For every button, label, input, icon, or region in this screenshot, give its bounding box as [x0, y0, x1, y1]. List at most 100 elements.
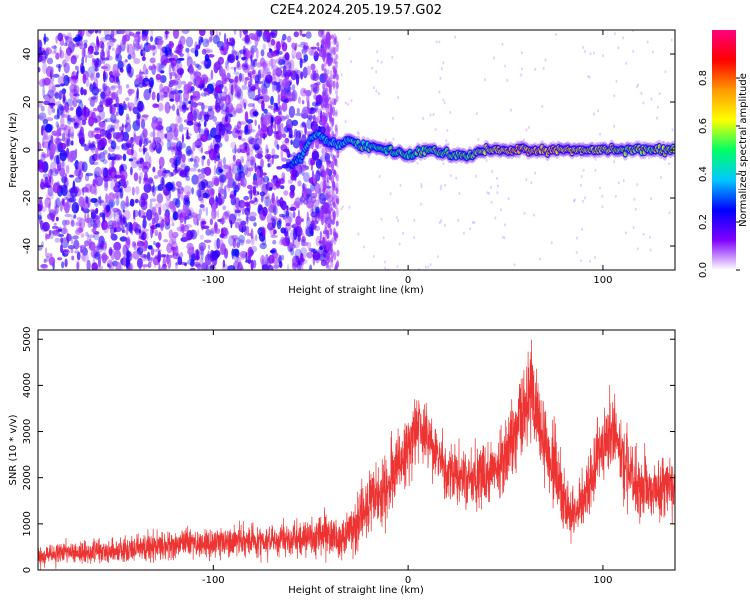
- noise-dot: [126, 180, 129, 186]
- noise-dot: [333, 201, 337, 208]
- noise-dot: [55, 197, 61, 208]
- noise-dot: [93, 107, 98, 112]
- noise-dot: [525, 178, 528, 182]
- noise-dot: [102, 150, 108, 155]
- noise-dot: [174, 73, 178, 79]
- noise-dot: [74, 250, 80, 254]
- noise-dot: [138, 147, 143, 153]
- noise-dot: [333, 68, 336, 72]
- noise-dot: [110, 180, 119, 191]
- noise-dot: [485, 158, 488, 162]
- noise-dot: [61, 161, 65, 168]
- noise-dot: [80, 87, 84, 96]
- noise-dot: [46, 90, 55, 98]
- colorbar-label: Normalized spectral amplitude: [738, 73, 749, 227]
- noise-dot: [90, 198, 98, 203]
- noise-dot: [66, 232, 70, 244]
- noise-dot: [62, 132, 66, 142]
- noise-dot: [115, 76, 120, 83]
- colorbar-tick-label: 0.0: [698, 262, 709, 278]
- noise-dot: [101, 93, 107, 99]
- noise-dot: [71, 54, 80, 59]
- noise-dot: [297, 44, 306, 48]
- noise-dot: [198, 242, 206, 252]
- noise-dot: [233, 93, 240, 98]
- noise-dot: [315, 206, 320, 214]
- noise-dot: [310, 182, 315, 192]
- noise-dot: [172, 30, 180, 39]
- noise-dot: [72, 235, 79, 240]
- noise-dot: [289, 190, 295, 199]
- noise-dot: [121, 225, 125, 233]
- noise-dot: [541, 105, 544, 108]
- noise-dot: [235, 197, 241, 210]
- noise-dot: [335, 224, 338, 228]
- noise-dot: [265, 195, 269, 208]
- noise-dot: [179, 123, 184, 133]
- noise-dot: [236, 88, 244, 100]
- noise-dot: [198, 121, 201, 134]
- noise-dot: [46, 57, 54, 65]
- noise-dot: [118, 85, 123, 95]
- noise-dot: [268, 58, 277, 67]
- noise-dot: [301, 232, 305, 239]
- noise-dot: [429, 263, 432, 267]
- noise-dot: [256, 168, 261, 180]
- noise-dot: [301, 241, 309, 247]
- noise-dot: [238, 264, 244, 270]
- noise-dot: [326, 53, 333, 62]
- noise-dot: [63, 225, 67, 235]
- noise-dot: [60, 227, 68, 235]
- noise-dot: [114, 249, 121, 261]
- noise-dot: [648, 235, 651, 239]
- noise-dot: [114, 174, 122, 179]
- noise-dot: [331, 34, 335, 39]
- noise-dot: [125, 113, 130, 121]
- noise-dot: [50, 104, 54, 109]
- noise-dot: [156, 62, 162, 73]
- noise-dot: [272, 239, 277, 245]
- noise-dot: [507, 197, 510, 201]
- noise-dot: [78, 109, 83, 116]
- noise-dot: [397, 96, 400, 99]
- noise-dot: [48, 202, 51, 214]
- noise-dot: [151, 184, 156, 197]
- noise-dot: [243, 195, 250, 201]
- noise-dot: [235, 158, 242, 167]
- noise-dot: [286, 35, 292, 43]
- noise-dot: [102, 83, 108, 92]
- noise-dot: [250, 159, 256, 169]
- noise-dot: [125, 84, 130, 89]
- noise-dot: [242, 45, 246, 56]
- noise-dot: [311, 196, 317, 204]
- noise-dot: [233, 66, 237, 73]
- noise-dot: [206, 39, 209, 44]
- noise-dot: [325, 261, 329, 269]
- noise-dot: [218, 84, 224, 88]
- colorbar-tick-label: 0.8: [698, 70, 709, 86]
- noise-dot: [141, 198, 148, 206]
- noise-dot: [98, 30, 102, 34]
- noise-dot: [180, 158, 186, 168]
- noise-dot: [493, 56, 495, 60]
- noise-dot: [64, 101, 69, 113]
- noise-dot: [255, 30, 262, 37]
- noise-dot: [149, 131, 154, 138]
- noise-dot: [332, 211, 336, 220]
- colorbar-tick-label: 0.6: [698, 118, 709, 134]
- noise-dot: [48, 176, 52, 184]
- noise-dot: [81, 252, 89, 263]
- noise-dot: [62, 114, 69, 118]
- noise-dot: [190, 95, 197, 99]
- noise-dot: [51, 168, 59, 177]
- noise-dot: [254, 94, 260, 101]
- noise-dot: [490, 200, 493, 204]
- noise-dot: [520, 51, 523, 55]
- noise-dot: [306, 94, 310, 104]
- noise-dot: [94, 45, 99, 52]
- noise-dot: [141, 34, 146, 42]
- noise-dot: [42, 137, 45, 149]
- noise-dot: [221, 68, 226, 81]
- noise-dot: [76, 261, 80, 270]
- noise-dot: [123, 255, 127, 267]
